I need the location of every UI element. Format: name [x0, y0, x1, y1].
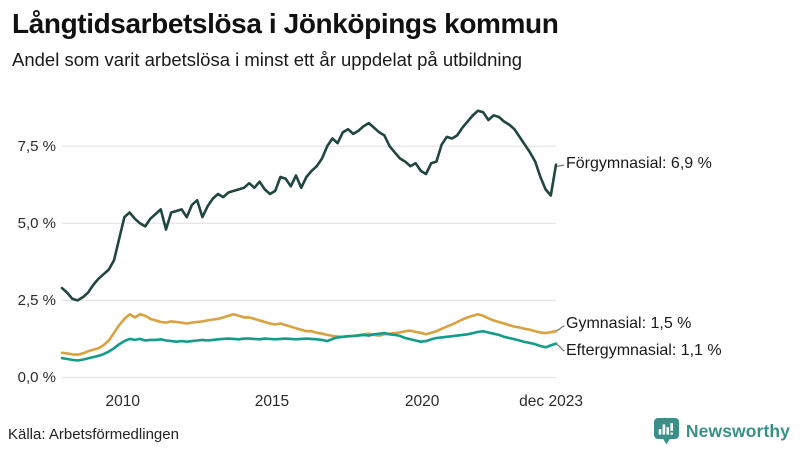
- y-axis-tick: 2,5 %: [17, 291, 56, 309]
- x-axis-tick: 2015: [254, 393, 290, 410]
- y-axis-tick: 5,0 %: [17, 214, 56, 232]
- brand-name: Newsworthy: [685, 421, 790, 441]
- x-axis-tick: dec 2023: [519, 393, 583, 410]
- x-axis-tick: 2010: [105, 393, 140, 410]
- chart-subtitle: Andel som varit arbetslösa i minst ett å…: [12, 49, 523, 71]
- series-line-förgymnasial: [60, 109, 558, 302]
- annotation-connector: [556, 164, 565, 168]
- chart-title: Långtidsarbetslösa i Jönköpings kommun: [12, 8, 559, 39]
- series-line-gymnasial: [60, 312, 558, 357]
- source-note: Källa: Arbetsförmedlingen: [8, 426, 179, 443]
- y-axis-tick: 7,5 %: [17, 137, 56, 155]
- annotation-connector: [556, 343, 565, 352]
- y-axis-tick: 0,0 %: [17, 369, 56, 386]
- series-line-eftergymnasial: [60, 329, 558, 362]
- brand-logo: Newsworthy: [653, 418, 790, 445]
- x-axis-tick: 2020: [404, 393, 440, 410]
- series-annotation-gymnasial: Gymnasial: 1,5 %: [566, 315, 692, 332]
- chart-header: Långtidsarbetslösa i Jönköpings kommun A…: [12, 8, 790, 71]
- newsworthy-icon: [653, 418, 679, 445]
- series-annotation-förgymnasial: Förgymnasial: 6,9 %: [566, 155, 712, 172]
- annotation-connector: [556, 325, 565, 332]
- series-annotation-eftergymnasial: Eftergymnasial: 1,1 %: [566, 342, 722, 359]
